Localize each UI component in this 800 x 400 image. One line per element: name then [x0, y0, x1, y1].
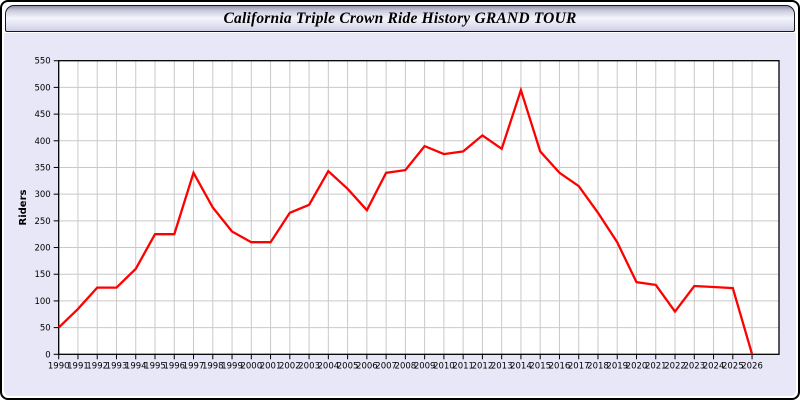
- y-tick-label: 450: [34, 110, 50, 120]
- plot-area: [58, 60, 779, 355]
- title-bar: California Triple Crown Ride History GRA…: [5, 5, 795, 32]
- x-tick-label: 1997: [183, 361, 205, 371]
- y-tick-label: 500: [34, 83, 50, 93]
- x-tick-label: 2002: [279, 361, 301, 371]
- y-tick-label: 150: [34, 270, 50, 280]
- x-tick-label: 1996: [163, 361, 185, 371]
- x-tick-label: 2022: [664, 361, 686, 371]
- y-tick-label: 300: [34, 190, 50, 200]
- y-tick-label: 550: [34, 57, 50, 67]
- y-tick-label: 350: [34, 163, 50, 173]
- x-tick-label: 2001: [260, 361, 282, 371]
- x-tick-label: 2024: [703, 361, 725, 371]
- x-tick-label: 1992: [86, 361, 108, 371]
- x-tick-label: 2021: [645, 361, 667, 371]
- x-tick-label: 2012: [472, 361, 494, 371]
- y-tick-label: 0: [45, 350, 50, 360]
- x-tick-label: 2003: [298, 361, 320, 371]
- riders-data-line: [57, 86, 754, 355]
- x-tick-label: 2025: [722, 361, 744, 371]
- x-tick-label: 2020: [626, 361, 648, 371]
- chart-title: California Triple Crown Ride History GRA…: [223, 9, 577, 27]
- x-tick-label: 2018: [587, 361, 609, 371]
- y-tick-label: 400: [34, 137, 50, 147]
- x-tick-label: 2007: [375, 361, 397, 371]
- x-tick-label: 2011: [452, 361, 474, 371]
- x-tick-label: 2009: [414, 361, 436, 371]
- x-tick-label: 1990: [48, 361, 70, 371]
- x-tick-label: 2017: [568, 361, 590, 371]
- x-tick-label: 2006: [356, 361, 378, 371]
- x-tick-label: 2023: [683, 361, 705, 371]
- y-axis-label: Riders: [18, 189, 29, 225]
- x-tick-label: 2004: [318, 361, 340, 371]
- x-tick-label: 2008: [395, 361, 417, 371]
- x-tick-label: 2010: [433, 361, 455, 371]
- x-tick-label: 1994: [125, 361, 147, 371]
- y-tick-label: 200: [34, 244, 50, 254]
- x-tick-label: 1999: [221, 361, 243, 371]
- x-tick-label: 2005: [337, 361, 359, 371]
- y-tick-label: 250: [34, 217, 50, 227]
- x-tick-label: 2013: [491, 361, 513, 371]
- x-tick-label: 2015: [529, 361, 551, 371]
- x-tick-label: 2014: [510, 361, 532, 371]
- x-tick-label: 2016: [549, 361, 571, 371]
- x-tick-label: 2026: [741, 361, 763, 371]
- y-tick-label: 100: [34, 297, 50, 307]
- x-tick-label: 1995: [144, 361, 166, 371]
- x-tick-label: 1993: [106, 361, 128, 371]
- plot-border: [58, 60, 780, 355]
- x-tick-label: 1998: [202, 361, 224, 371]
- x-tick-label: 2000: [240, 361, 262, 371]
- x-tick-label: 1991: [67, 361, 89, 371]
- y-tick-label: 50: [40, 324, 51, 334]
- x-tick-label: 2019: [606, 361, 628, 371]
